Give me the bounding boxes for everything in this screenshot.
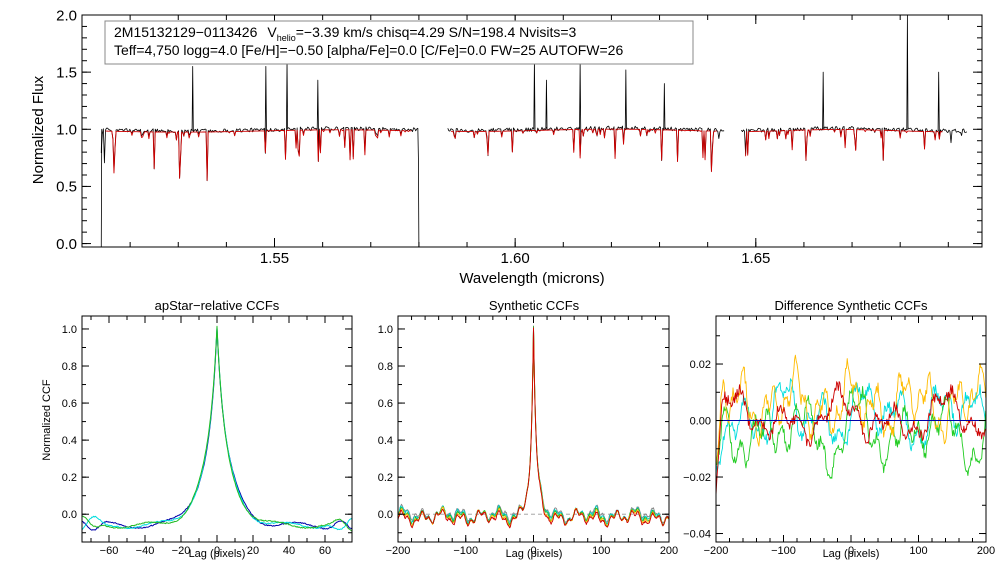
info-line-1-values: =−3.39 km/s chisq=4.29 S/N=198.4 Nvisits… xyxy=(296,24,577,40)
x-tick-label: −200 xyxy=(704,545,729,557)
model-spectrum-line xyxy=(450,128,717,173)
spectrum-frame xyxy=(81,14,983,248)
apstar-ccf-y-axis-label: Normalized CCF xyxy=(41,379,53,461)
x-tick-label: 100 xyxy=(592,545,610,557)
difference-ccf-line-visit-4 xyxy=(716,381,986,496)
apstar-ccf-panel: apStar−relative CCFs −60 −40 −20 0 20 40 60 0.0… xyxy=(41,298,353,560)
v-helio-subscript: helio xyxy=(277,33,296,43)
difference-ccf-ticks: −200 −100 0 100 200 −0.04 −0.02 0.00 0.02 xyxy=(683,316,995,557)
x-tick-label: 40 xyxy=(283,545,295,557)
x-tick-label: 20 xyxy=(247,545,259,557)
info-box xyxy=(104,20,694,65)
difference-ccf-panel: Difference Synthetic CCFs −200 −100 0 100 20… xyxy=(683,298,995,560)
model-spectrum-line xyxy=(745,129,943,161)
apstar-ccf-title: apStar−relative CCFs xyxy=(155,298,280,313)
spectrum-panel: 1.55 1.60 1.65 0.0 0.5 1.0 1.5 2.0 2M15132129−0… xyxy=(30,7,983,287)
y-tick-label: 0.6 xyxy=(378,398,393,410)
synthetic-ccf-line-visit-3 xyxy=(398,326,669,527)
y-tick-label: 1.0 xyxy=(56,122,77,139)
y-tick-label: 0.0 xyxy=(62,509,77,521)
y-tick-label: 0.5 xyxy=(56,179,77,196)
difference-ccf-line-visit-3 xyxy=(716,354,986,466)
x-tick-label: 1.65 xyxy=(741,250,770,267)
y-tick-label: 0.00 xyxy=(690,415,711,427)
star-id: 2M15132129−0113426 xyxy=(114,24,258,40)
apstar-ccf-frame xyxy=(81,315,353,543)
y-tick-label: 1.0 xyxy=(62,324,77,336)
y-tick-label: 0.0 xyxy=(56,236,77,253)
x-tick-label: 60 xyxy=(319,545,331,557)
info-line-2: Teff=4,750 logg=4.0 [Fe/H]=−0.50 [alpha/… xyxy=(114,42,623,58)
y-tick-label: 0.4 xyxy=(378,435,393,447)
y-tick-label: 0.8 xyxy=(378,361,393,373)
model-spectrum-line xyxy=(105,129,412,181)
synthetic-ccf-line-visit-4 xyxy=(398,327,669,528)
v-helio-label: V xyxy=(267,24,277,40)
x-tick-label: 200 xyxy=(660,545,678,557)
y-tick-label: 0.2 xyxy=(378,472,393,484)
difference-ccf-title: Difference Synthetic CCFs xyxy=(775,298,928,313)
apstar-ccf-x-axis-label: Lag (pixels) xyxy=(189,548,246,560)
y-tick-label: 0.02 xyxy=(690,359,711,371)
info-line-1: 2M15132129−0113426 Vhelio=−3.39 km/s chis… xyxy=(114,24,577,43)
synthetic-ccf-curves xyxy=(398,325,669,529)
x-tick-label: 200 xyxy=(977,545,995,557)
apstar-ccf-line-visit-2 xyxy=(82,326,352,531)
x-tick-label: 100 xyxy=(909,545,927,557)
x-tick-label: 1.60 xyxy=(501,250,530,267)
y-tick-label: 1.5 xyxy=(56,64,77,81)
y-tick-label: 0.6 xyxy=(62,398,77,410)
difference-ccf-curves xyxy=(716,354,986,496)
x-tick-label: 0 xyxy=(530,545,536,557)
synthetic-ccf-x-axis-label: Lag (pixels) xyxy=(506,548,563,560)
synthetic-ccf-line-visit-2 xyxy=(398,326,669,526)
y-tick-label: −0.02 xyxy=(683,472,711,484)
x-tick-label: 1.55 xyxy=(260,250,289,267)
apstar-ccf-curves xyxy=(82,325,352,532)
synthetic-ccf-line-visit-5 xyxy=(398,327,669,529)
x-tick-label: −40 xyxy=(136,545,155,557)
y-tick-label: 0.8 xyxy=(62,361,77,373)
difference-ccf-x-axis-label: Lag (pixels) xyxy=(823,548,880,560)
apstar-ccf-ticks: −60 −40 −20 0 20 40 60 0.0 0.2 0.4 0.6 0.8 1.0 xyxy=(62,316,352,557)
x-tick-label: −100 xyxy=(771,545,796,557)
spectrum-y-axis-label: Normalized Flux xyxy=(30,75,47,184)
observed-spectrum-line xyxy=(741,15,968,162)
synthetic-ccf-ticks: −200 −100 0 100 200 0.0 0.2 0.4 0.6 0.8 1.0 xyxy=(378,316,678,557)
y-tick-label: 1.0 xyxy=(378,324,393,336)
y-tick-label: 0.2 xyxy=(62,472,77,484)
y-tick-label: 0.4 xyxy=(62,435,77,447)
x-tick-label: −100 xyxy=(453,545,478,557)
x-tick-label: −200 xyxy=(386,545,411,557)
synthetic-ccf-panel: Synthetic CCFs −200 −100 0 100 200 0.0 0.2 0.4 0… xyxy=(378,298,678,560)
apstar-ccf-line-visit-3 xyxy=(82,325,352,532)
observed-spectrum-line xyxy=(447,59,725,172)
y-tick-label: 2.0 xyxy=(56,7,77,24)
synthetic-ccf-title: Synthetic CCFs xyxy=(489,298,580,313)
spectrum-curves xyxy=(100,15,968,247)
x-tick-label: −60 xyxy=(100,545,119,557)
y-tick-label: −0.04 xyxy=(683,528,711,540)
x-tick-label: 0 xyxy=(214,545,220,557)
y-tick-label: 0.0 xyxy=(378,509,393,521)
x-tick-label: −20 xyxy=(172,545,191,557)
spectrum-ticks: 1.55 1.60 1.65 0.0 0.5 1.0 1.5 2.0 xyxy=(56,7,982,267)
apstar-ccf-line-visit-1 xyxy=(82,328,352,531)
x-tick-label: 0 xyxy=(848,545,854,557)
observed-spectrum-line xyxy=(100,60,420,247)
spectrum-x-axis-label: Wavelength (microns) xyxy=(459,270,604,287)
